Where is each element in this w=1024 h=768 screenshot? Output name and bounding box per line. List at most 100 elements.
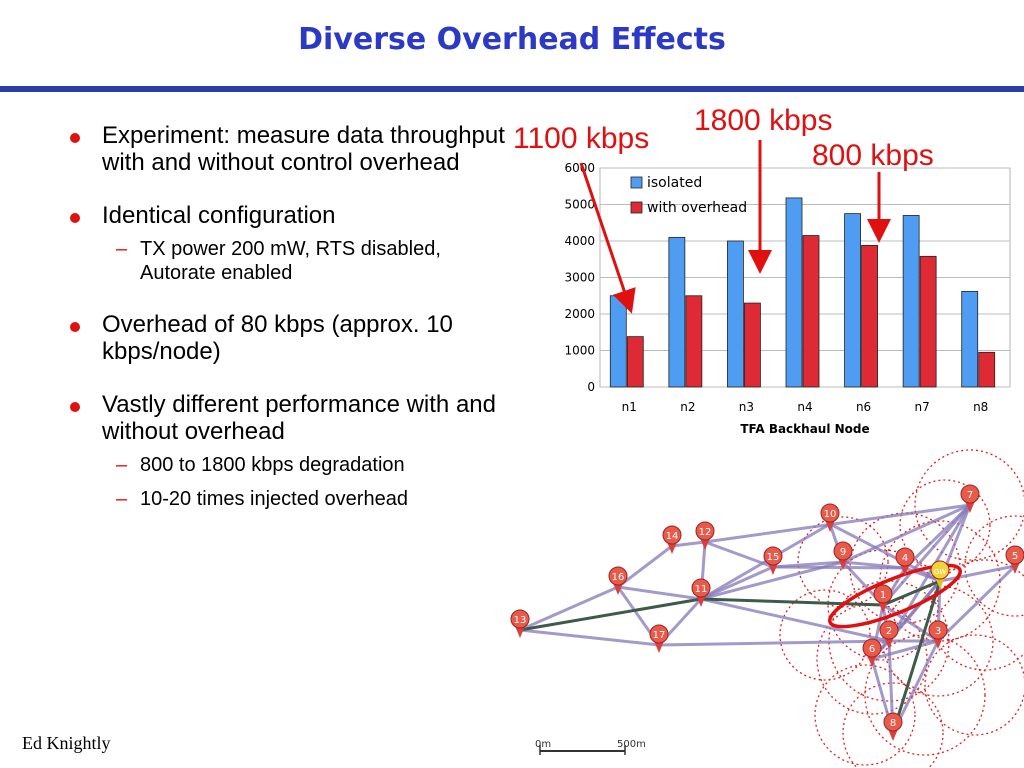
pin-icon [878, 601, 888, 613]
bullet-text: Overhead of 80 kbps (approx. 10 kbps/nod… [102, 311, 453, 365]
bar-isolated-n1 [609, 295, 627, 388]
node-label: 4 [902, 553, 908, 564]
scale-label: 500m [617, 739, 646, 750]
legend-entry: with overhead [647, 200, 747, 216]
coverage-circle [828, 580, 950, 702]
y-tick-label: 2000 [564, 307, 595, 321]
pin-icon [825, 520, 835, 532]
link-line [871, 639, 939, 661]
node-marker-16: 16 [608, 566, 628, 595]
coverage-circle [882, 585, 994, 697]
link-line [519, 628, 660, 647]
node-label: 10 [824, 509, 837, 520]
node-marker-17: 17 [649, 624, 669, 653]
link-line [700, 597, 890, 643]
node-label: 5 [1012, 551, 1018, 562]
throughput-bar-chart: 0 1000 2000 3000 4000 5000 6000 n1 n2 n3 n4 n6 n7 n8 T… [564, 161, 1011, 436]
sub-bullet-item: –10-20 times injected overhead [70, 487, 510, 511]
pin-icon [1010, 562, 1020, 574]
pin-icon [838, 558, 848, 570]
bar-with-overhead-n8 [978, 351, 996, 388]
pin-icon [667, 542, 677, 554]
annotation-1800: 1800 kbps [694, 104, 833, 137]
bar-isolated-n6 [844, 213, 861, 388]
bar-with-overhead-n6 [861, 244, 878, 388]
coverage-circle [864, 634, 986, 756]
node-label: 11 [695, 584, 708, 595]
x-tick-label: n2 [680, 400, 695, 414]
pin-head-icon [930, 560, 950, 580]
link-line [617, 544, 673, 589]
node-marker-10: 10 [820, 503, 840, 532]
coverage-circle [797, 516, 889, 608]
node-label: GW [934, 568, 946, 576]
pin-icon [515, 626, 525, 638]
scale-label: 0m [535, 739, 551, 750]
node-marker-9: 9 [833, 541, 853, 570]
link-line [617, 585, 702, 601]
bullet-text: Experiment: measure data throughput with… [102, 122, 505, 176]
pin-head-icon [895, 547, 915, 567]
coverage-circle [929, 559, 1024, 671]
link-line [671, 540, 706, 548]
highlight-ellipse [828, 563, 962, 629]
y-tick-label: 3000 [564, 271, 595, 285]
node-marker-11: 11 [691, 578, 711, 607]
link-line [881, 504, 972, 606]
dash-icon: – [116, 454, 128, 476]
link-line [842, 503, 971, 564]
node-marker-2: 2 [879, 620, 899, 649]
bullet-text: Identical configuration [102, 202, 336, 229]
pin-head-icon [662, 525, 682, 545]
bar-isolated-n7 [902, 215, 920, 388]
bullet-dot-icon [70, 322, 80, 332]
link-line [829, 522, 941, 583]
footer-author: Ed Knightly [22, 733, 111, 753]
link-line [904, 566, 941, 583]
node-marker-5: 5 [1005, 545, 1024, 574]
sub-bullet-text: TX power 200 mW, RTS disabled, Autorate … [140, 238, 441, 284]
sub-bullet-text: 10-20 times injected overhead [140, 488, 408, 510]
pin-head-icon [691, 578, 711, 598]
pin-head-icon [608, 566, 628, 586]
bullet-dot-icon [70, 133, 80, 143]
pin-icon [888, 729, 898, 741]
link-line [936, 564, 1017, 643]
y-tick-label: 5000 [564, 198, 595, 212]
link-line [842, 560, 906, 570]
node-marker-4: 4 [895, 547, 915, 576]
pin-icon [768, 563, 778, 575]
link-line [887, 504, 972, 642]
x-tick-label: n4 [797, 400, 812, 414]
link-line [658, 639, 890, 647]
pin-head-icon [928, 620, 948, 640]
annotation-1100: 1100 kbps [513, 122, 650, 155]
link-line [772, 565, 906, 570]
bullet-dot-icon [70, 402, 80, 412]
bar-with-overhead-n3 [744, 302, 761, 388]
pin-icon [654, 641, 664, 653]
node-label: 3 [935, 626, 941, 637]
node-marker-7: 7 [960, 484, 980, 513]
coverage-circle [814, 664, 916, 766]
pin-head-icon [862, 638, 882, 658]
pin-head-icon [873, 584, 893, 604]
y-tick-label: 1000 [564, 344, 595, 358]
bullet-item: Overhead of 80 kbps (approx. 10 kbps/nod… [70, 311, 510, 365]
bullet-text: Vastly different performance with and wi… [102, 391, 496, 445]
pin-head-icon [883, 712, 903, 732]
link-line [704, 503, 971, 544]
pin-head-icon [879, 620, 899, 640]
pin-head-icon [960, 484, 980, 504]
bar-isolated-n3 [727, 240, 744, 388]
coverage-circle [779, 589, 871, 681]
pin-icon [867, 655, 877, 667]
y-tick-label: 6000 [564, 161, 595, 175]
pin-icon [935, 577, 945, 589]
legend-entry: isolated [647, 175, 702, 191]
title-divider [0, 86, 1024, 92]
pin-icon [700, 538, 710, 550]
bar-with-overhead-n7 [919, 255, 937, 388]
bar-with-overhead-n2 [685, 295, 703, 388]
